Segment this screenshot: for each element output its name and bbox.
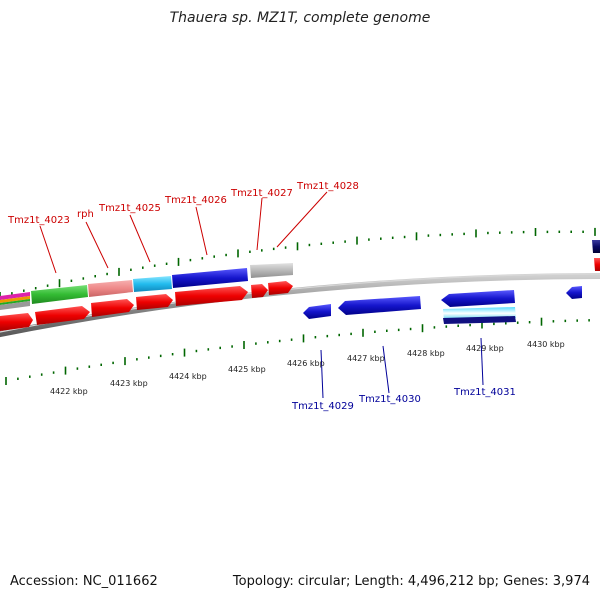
scale-label: 4424 kbp: [169, 372, 207, 381]
gene-label-tmz1t-4027[interactable]: Tmz1t_4027: [230, 188, 293, 199]
cds-arrow[interactable]: [251, 284, 268, 298]
cds-arrow[interactable]: [268, 281, 293, 295]
gene-green-small-fragment[interactable]: [0, 299, 30, 305]
gene-label-tmz1t-4028[interactable]: Tmz1t_4028: [296, 181, 359, 192]
gene-tmz1t-4031[interactable]: [441, 290, 515, 307]
scale-label: 4425 kbp: [228, 365, 266, 374]
scale-label: 4429 kbp: [466, 344, 504, 353]
gene-tmz1t-4025[interactable]: [133, 276, 172, 292]
accession-text: Accession: NC_011662: [10, 574, 158, 589]
cds-arrow[interactable]: [136, 294, 173, 310]
gene-rph[interactable]: [88, 280, 133, 297]
gene-orange-fragment[interactable]: [0, 296, 30, 303]
cds-arrow[interactable]: [594, 258, 600, 271]
gene-green[interactable]: [31, 285, 88, 304]
scale-label: 4430 kbp: [527, 340, 565, 349]
gene-label-tmz1t-4031[interactable]: Tmz1t_4031: [453, 387, 516, 398]
gene-label-tmz1t-4030[interactable]: Tmz1t_4030: [358, 394, 421, 405]
scale-label: 4422 kbp: [50, 387, 88, 396]
scale-label: 4427 kbp: [347, 354, 385, 363]
gene-tmz1t-4030[interactable]: [338, 296, 421, 315]
gene-tmz1t-4027-grey[interactable]: [250, 263, 293, 278]
scale-label: 4423 kbp: [110, 379, 148, 388]
gene-navy-bar[interactable]: [443, 316, 516, 324]
gene-tmz1t-4026[interactable]: [172, 268, 248, 288]
gene-label-tmz1t-4023[interactable]: Tmz1t_4023: [7, 215, 70, 226]
map-title: Thauera sp. MZ1T, complete genome: [169, 10, 431, 26]
forward-leader-lines: [39, 191, 328, 274]
cds-arrow[interactable]: [0, 313, 33, 331]
scale-label: 4428 kbp: [407, 349, 445, 358]
gene-label-tmz1t-4026[interactable]: Tmz1t_4026: [164, 195, 227, 206]
gene-magenta-fragment[interactable]: [0, 292, 30, 300]
scale-label: 4426 kbp: [287, 359, 325, 368]
gene-navy-right[interactable]: [592, 240, 600, 253]
gene-label-tmz1t-4025[interactable]: Tmz1t_4025: [98, 203, 161, 214]
gene-grey-fragment[interactable]: [0, 301, 30, 310]
gene-tmz1t-4029[interactable]: [303, 304, 331, 319]
forward-scale-ticks: [0, 227, 596, 300]
reverse-leader-lines: [320, 337, 484, 399]
genome-summary-text: Topology: circular; Length: 4,496,212 bp…: [232, 574, 590, 589]
cds-arrow[interactable]: [175, 286, 248, 306]
cds-arrow[interactable]: [35, 306, 90, 325]
genome-backbone-highlight: [0, 273, 600, 333]
cds-arrow[interactable]: [91, 299, 134, 317]
gene-label-rph[interactable]: rph: [77, 209, 94, 220]
gene-label-tmz1t-4029[interactable]: Tmz1t_4029: [291, 401, 354, 412]
gene-blue-small[interactable]: [566, 286, 582, 299]
